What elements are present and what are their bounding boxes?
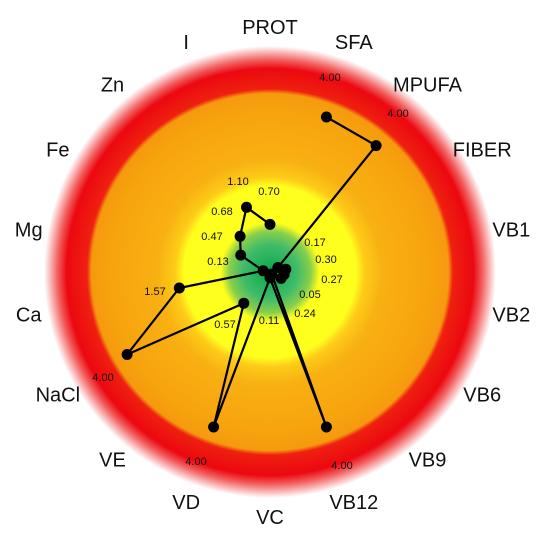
data-point-vc <box>264 272 276 284</box>
axis-label-sfa: SFA <box>335 32 373 54</box>
data-label: 0.17 <box>304 237 325 249</box>
axis-labels: PROT SFA MPUFA FIBER VB1 VB2 VB6 VB9 VB12 VC VD VE N… <box>15 17 530 529</box>
data-label: 0.13 <box>207 256 228 268</box>
series-markers <box>121 111 382 433</box>
data-point-vb12 <box>320 421 332 433</box>
data-point-nacl <box>121 349 133 360</box>
axis-label-vb2: VB2 <box>492 305 530 327</box>
axis-label-zn: Zn <box>101 74 124 96</box>
data-label: 4.00 <box>319 72 340 84</box>
axis-label-vc: VC <box>256 507 284 529</box>
data-label: 0.24 <box>294 308 315 320</box>
data-point-fe <box>235 249 247 261</box>
axis-label-vb9: VB9 <box>409 450 447 472</box>
data-label: 0.47 <box>201 231 222 243</box>
data-label: 0.27 <box>321 274 342 286</box>
axis-label-fe: Fe <box>46 140 69 162</box>
data-label: 4.00 <box>185 456 206 468</box>
data-label: 0.70 <box>258 186 279 198</box>
data-point-ca <box>173 282 185 294</box>
data-point-zn <box>234 230 246 242</box>
data-label: 4.00 <box>331 460 352 472</box>
data-point-ve <box>238 297 250 309</box>
data-label: 4.00 <box>387 108 408 120</box>
data-label: 0.11 <box>259 315 280 327</box>
data-label: 0.68 <box>211 206 232 218</box>
data-point-vb6 <box>275 272 287 284</box>
data-label: 1.10 <box>227 176 248 188</box>
data-point-mg <box>257 265 269 277</box>
axis-label-ca: Ca <box>16 305 42 327</box>
data-label: 0.30 <box>315 254 336 266</box>
data-labels: 4.00 4.00 0.17 0.30 0.270.05 0.24 4.00 0.11 4.00… <box>92 72 408 472</box>
axis-label-prot: PROT <box>242 17 298 39</box>
axis-label-i: I <box>183 32 189 54</box>
axis-label-vd: VD <box>172 492 200 514</box>
data-label: 0.57 <box>214 319 235 331</box>
data-point-vd <box>208 421 220 433</box>
axis-label-nacl: NaCl <box>36 385 80 407</box>
axis-label-vb1: VB1 <box>492 220 530 242</box>
data-label: 0.05 <box>299 289 320 301</box>
axis-label-fiber: FIBER <box>453 140 512 162</box>
axis-label-vb6: VB6 <box>463 385 501 407</box>
axis-label-ve: VE <box>99 450 126 472</box>
axis-label-mg: Mg <box>15 220 43 242</box>
data-point-sfa <box>320 111 332 123</box>
data-point-mpufa <box>370 140 382 152</box>
axis-label-mpufa: MPUFA <box>393 74 463 96</box>
data-label: 1.57 <box>144 286 165 298</box>
data-label: 4.00 <box>92 372 113 384</box>
axis-label-vb12: VB12 <box>329 492 378 514</box>
data-point-prot <box>264 218 276 230</box>
data-point-i <box>241 201 252 213</box>
